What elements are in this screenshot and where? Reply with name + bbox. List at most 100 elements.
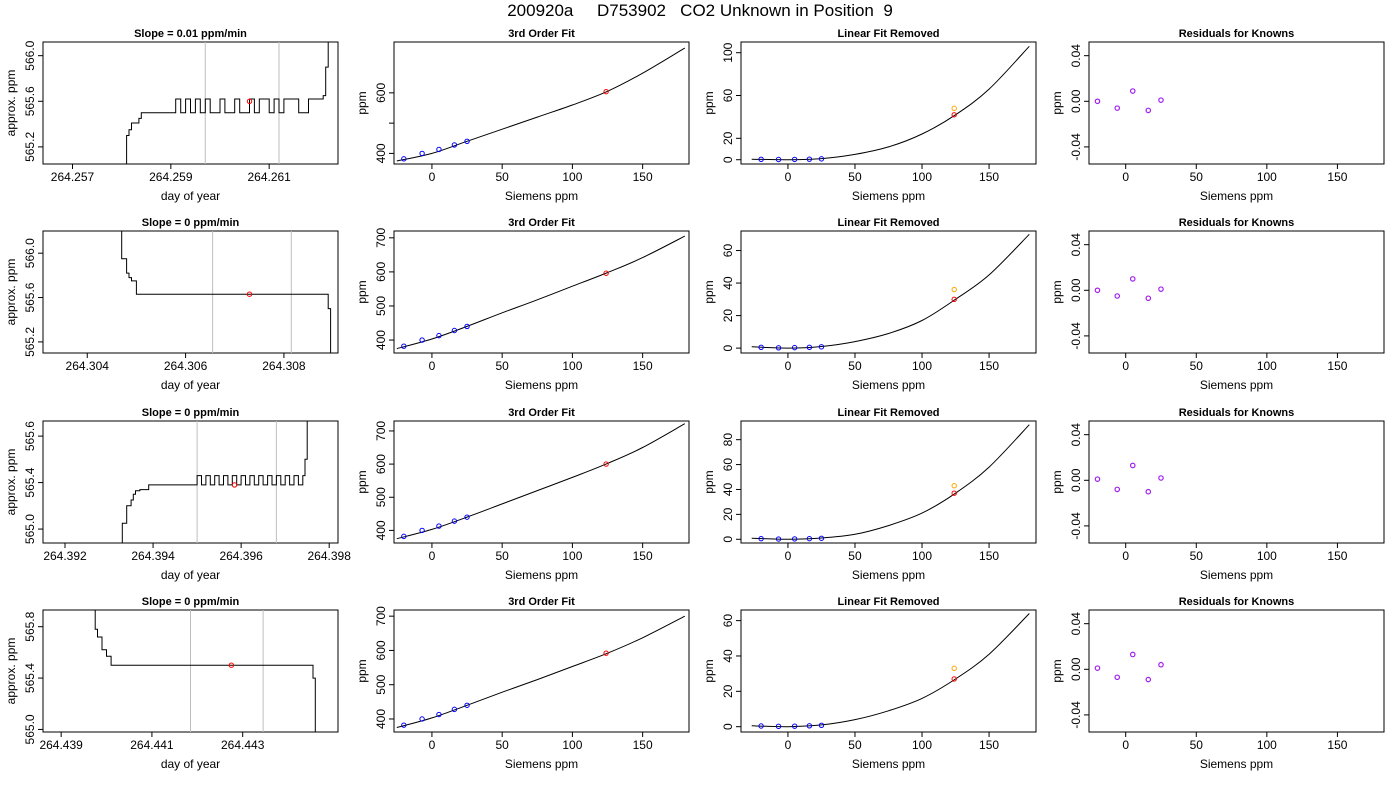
x-tick-label: 264.304	[66, 359, 110, 373]
y-axis-label: ppm	[355, 470, 369, 493]
residual-point	[1145, 676, 1152, 683]
panel: Residuals for Knowns Siemens ppm ppm 0 50 100…	[1050, 596, 1385, 771]
series-line	[92, 610, 316, 732]
y-axis-label: approx. ppm	[4, 259, 18, 326]
x-tick-label: 50	[1190, 170, 1204, 184]
y-tick-label: 0	[721, 156, 735, 163]
x-tick-label: 264.396	[219, 549, 263, 563]
y-tick-label: 400	[374, 709, 388, 729]
plot-area	[751, 613, 1030, 730]
x-tick-label: 0	[1122, 549, 1129, 563]
panel: Slope = 0.01 ppm/min day of year approx. p…	[4, 28, 339, 203]
known-point	[464, 323, 470, 330]
x-tick-label: 264.306	[164, 359, 208, 373]
x-axis-label: day of year	[161, 568, 220, 582]
panel-title: Residuals for Knowns	[1179, 407, 1295, 419]
y-tick-label: 60	[721, 458, 735, 472]
x-tick-label: 0	[1122, 738, 1129, 752]
known-point	[818, 722, 825, 728]
known-point	[806, 156, 813, 162]
panel: Linear Fit Removed Siemens ppm ppm 0 50 100 15…	[702, 407, 1037, 582]
known-point	[419, 527, 425, 534]
panel-title: Linear Fit Removed	[837, 217, 939, 229]
unfit-point	[951, 665, 957, 672]
y-tick-label: 400	[374, 143, 388, 163]
residual-point	[1114, 105, 1121, 111]
panel: Slope = 0 ppm/min day of year approx. ppm 2…	[4, 596, 339, 771]
fit-curve	[396, 235, 686, 350]
plot-frame	[740, 230, 1037, 354]
panel-title: Residuals for Knowns	[1179, 217, 1295, 229]
y-tick-label: 500	[374, 296, 388, 316]
sample-point	[231, 482, 238, 488]
y-tick-label: 565.8	[23, 611, 37, 641]
panel: Linear Fit Removed Siemens ppm ppm 0 50 100 15…	[702, 596, 1037, 771]
x-axis-label: Siemens ppm	[1200, 378, 1273, 392]
plot-frame	[42, 41, 339, 165]
panel-title: 3rd Order Fit	[508, 217, 575, 229]
panel-title: 3rd Order Fit	[508, 407, 575, 419]
y-tick-label: 0.04	[1069, 44, 1083, 68]
residual-point	[1094, 98, 1101, 105]
y-tick-label: -0.04	[1069, 512, 1083, 540]
known-point	[775, 345, 782, 351]
y-tick-label: 600	[374, 262, 388, 282]
x-axis-label: Siemens ppm	[1200, 568, 1273, 582]
x-tick-label: 150	[979, 170, 999, 184]
x-axis-label: Siemens ppm	[852, 568, 925, 582]
fit-curve	[396, 47, 686, 162]
plot-frame	[393, 230, 690, 354]
y-tick-label: 565.2	[23, 132, 37, 162]
x-tick-label: 0	[785, 549, 792, 563]
x-tick-label: 100	[1257, 738, 1277, 752]
sample-point	[246, 98, 253, 104]
residual-point	[1158, 475, 1164, 481]
x-tick-label: 50	[1190, 549, 1204, 563]
x-tick-label: 150	[633, 359, 653, 373]
panel-title: Linear Fit Removed	[837, 596, 939, 608]
plot-area	[1094, 462, 1164, 495]
sample-point	[228, 662, 235, 668]
unknown-point	[951, 296, 957, 303]
y-tick-label: 400	[374, 330, 388, 350]
x-axis-label: Siemens ppm	[505, 757, 578, 771]
x-tick-label: 264.398	[307, 549, 351, 563]
panel: 3rd Order Fit Siemens ppm ppm 0 50 100 150 400 5…	[355, 596, 690, 771]
panel-title: Residuals for Knowns	[1179, 596, 1295, 608]
y-axis-label: ppm	[702, 91, 716, 114]
known-point	[401, 722, 407, 728]
residual-point	[1158, 286, 1164, 292]
residual-point	[1114, 674, 1121, 681]
plot-frame	[740, 609, 1037, 733]
residual-point	[1114, 293, 1121, 299]
y-tick-label: 565.6	[23, 421, 37, 451]
known-point	[451, 518, 458, 524]
fit-curve	[396, 615, 686, 728]
known-point	[401, 343, 407, 349]
x-tick-label: 50	[848, 359, 862, 373]
y-axis-label: approx. ppm	[4, 70, 18, 137]
known-point	[818, 156, 825, 162]
panel-title: Slope = 0.01 ppm/min	[134, 28, 247, 40]
x-tick-label: 50	[848, 549, 862, 563]
residual-point	[1114, 486, 1121, 493]
y-tick-label: 566.0	[23, 238, 37, 268]
known-point	[806, 723, 813, 729]
known-point	[758, 344, 764, 351]
figure-title: 200920a D753902 CO2 Unknown in Position …	[507, 1, 893, 20]
known-point	[818, 344, 825, 350]
y-axis-label: ppm	[702, 659, 716, 682]
plot-frame	[740, 420, 1037, 544]
unfit-point	[951, 286, 957, 293]
x-tick-label: 264.439	[39, 738, 83, 752]
x-axis-label: Siemens ppm	[505, 568, 578, 582]
y-axis-label: ppm	[355, 280, 369, 303]
y-tick-label: 600	[374, 83, 388, 103]
x-tick-label: 100	[1257, 549, 1277, 563]
y-tick-label: 0	[721, 723, 735, 730]
x-tick-label: 150	[1327, 359, 1347, 373]
x-tick-label: 50	[1190, 738, 1204, 752]
x-tick-label: 150	[979, 359, 999, 373]
x-tick-label: 100	[562, 359, 582, 373]
x-axis-label: Siemens ppm	[505, 189, 578, 203]
